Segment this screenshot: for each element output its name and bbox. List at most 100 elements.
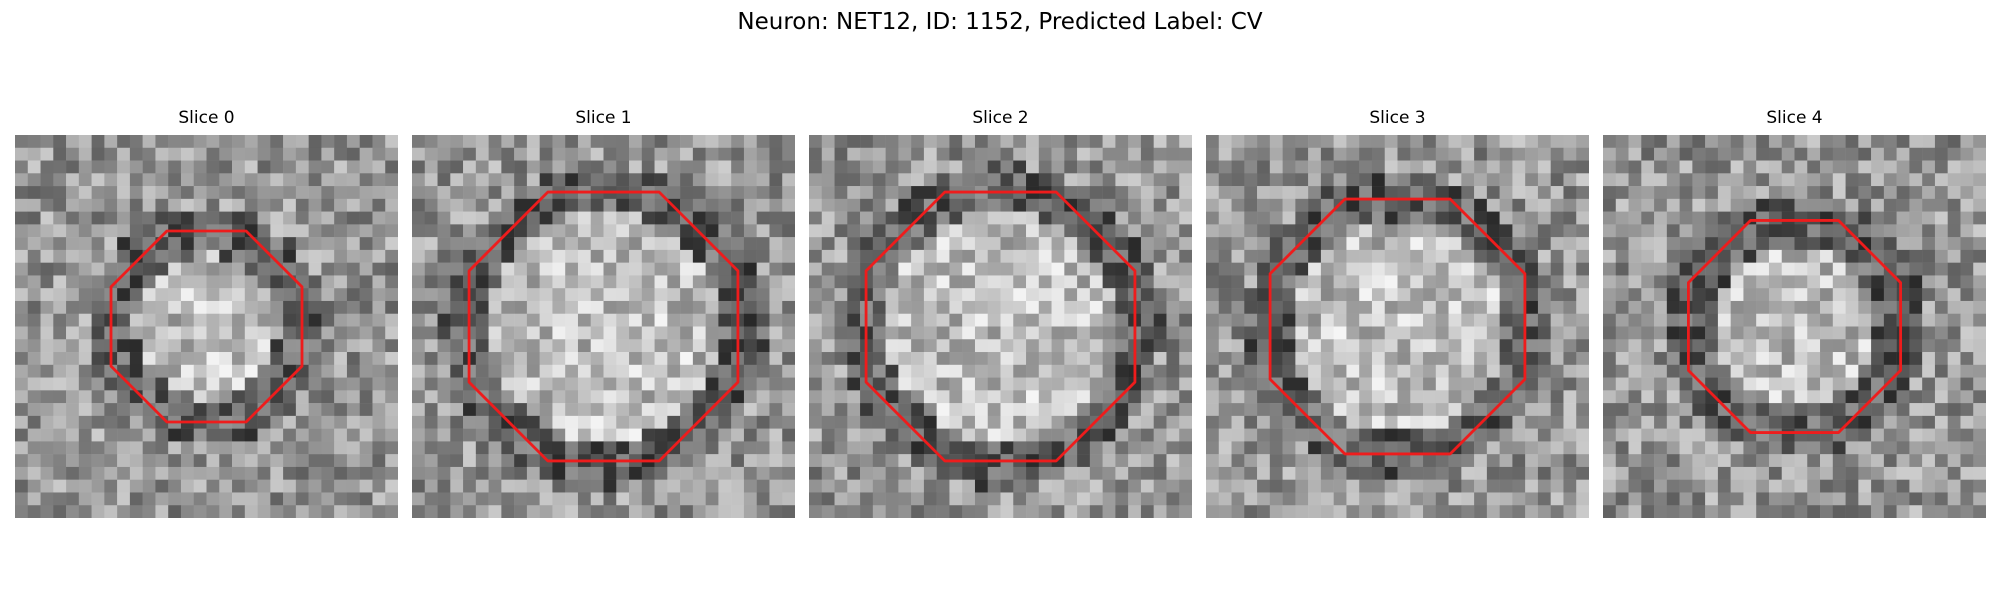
pixel: [1269, 211, 1283, 225]
pixel: [1768, 326, 1782, 340]
pixel: [987, 403, 1001, 417]
pixel: [1346, 326, 1360, 340]
pixel: [385, 249, 398, 263]
pixel: [1000, 300, 1014, 314]
pixel: [1832, 505, 1846, 518]
pixel: [180, 249, 194, 263]
pixel: [526, 249, 540, 263]
pixel: [1666, 262, 1680, 276]
pixel: [526, 505, 540, 518]
pixel: [501, 198, 515, 212]
pixel: [463, 135, 477, 149]
pixel: [232, 262, 246, 276]
pixel: [1038, 352, 1052, 366]
pixel: [437, 173, 451, 187]
pixel: [1820, 505, 1834, 518]
pixel: [987, 198, 1001, 212]
pixel: [1051, 262, 1065, 276]
pixel: [129, 135, 143, 149]
pixel: [526, 262, 540, 276]
pixel: [1666, 390, 1680, 404]
pixel: [1371, 479, 1385, 493]
pixel: [91, 160, 105, 174]
pixel: [539, 300, 553, 314]
pixel: [1896, 211, 1910, 225]
pixel: [731, 454, 745, 468]
pixel: [962, 390, 976, 404]
pixel: [1666, 147, 1680, 161]
pixel: [1934, 364, 1948, 378]
pixel: [847, 160, 861, 174]
pixel: [1064, 339, 1078, 353]
pixel: [206, 313, 220, 327]
pixel: [1871, 147, 1885, 161]
pixel: [1397, 326, 1411, 340]
pixel: [1115, 288, 1129, 302]
pixel: [718, 428, 732, 442]
pixel: [1730, 466, 1744, 480]
pixel: [1435, 377, 1449, 391]
pixel: [923, 160, 937, 174]
pixel: [1474, 135, 1488, 149]
pixel: [1512, 224, 1526, 238]
pixel: [526, 364, 540, 378]
pixel: [91, 415, 105, 429]
pixel: [1654, 262, 1668, 276]
pixel: [526, 224, 540, 238]
pixel: [1960, 441, 1974, 455]
pixel: [1448, 352, 1462, 366]
pixel: [1807, 262, 1821, 276]
pixel: [962, 135, 976, 149]
pixel: [1359, 186, 1373, 200]
pixel: [847, 224, 861, 238]
pixel: [1794, 237, 1808, 251]
pixel: [219, 479, 233, 493]
pixel: [1320, 237, 1334, 251]
pixel: [475, 339, 489, 353]
pixel: [641, 135, 655, 149]
pixel: [1537, 352, 1551, 366]
pixel: [616, 415, 630, 429]
pixel: [514, 160, 528, 174]
pixel: [1499, 505, 1513, 518]
pixel: [1909, 224, 1923, 238]
pixel: [577, 211, 591, 225]
pixel: [1166, 428, 1180, 442]
pixel: [782, 160, 795, 174]
pixel: [1922, 403, 1936, 417]
pixel: [1832, 173, 1846, 187]
pixel: [1282, 300, 1296, 314]
pixel: [1166, 364, 1180, 378]
pixel: [40, 160, 54, 174]
pixel: [1435, 147, 1449, 161]
pixel: [654, 224, 668, 238]
pixel: [1486, 454, 1500, 468]
pixel: [1115, 415, 1129, 429]
pixel: [718, 352, 732, 366]
pixel: [680, 160, 694, 174]
pixel: [1486, 479, 1500, 493]
pixel: [104, 415, 118, 429]
pixel: [1397, 211, 1411, 225]
pixel: [180, 313, 194, 327]
pixel: [78, 147, 92, 161]
pixel: [1371, 339, 1385, 353]
pixel: [872, 313, 886, 327]
pixel: [1934, 275, 1948, 289]
pixel: [53, 428, 67, 442]
pixel: [1832, 454, 1846, 468]
pixel: [552, 262, 566, 276]
pixel: [40, 454, 54, 468]
pixel: [603, 313, 617, 327]
pixel: [834, 135, 848, 149]
pixel: [1397, 339, 1411, 353]
pixel: [168, 466, 182, 480]
pixel: [1563, 415, 1577, 429]
pixel: [232, 275, 246, 289]
pixel: [1628, 428, 1642, 442]
pixel: [1282, 160, 1296, 174]
pixel: [193, 300, 207, 314]
pixel: [15, 147, 29, 161]
pixel: [450, 198, 464, 212]
pixel: [257, 224, 271, 238]
